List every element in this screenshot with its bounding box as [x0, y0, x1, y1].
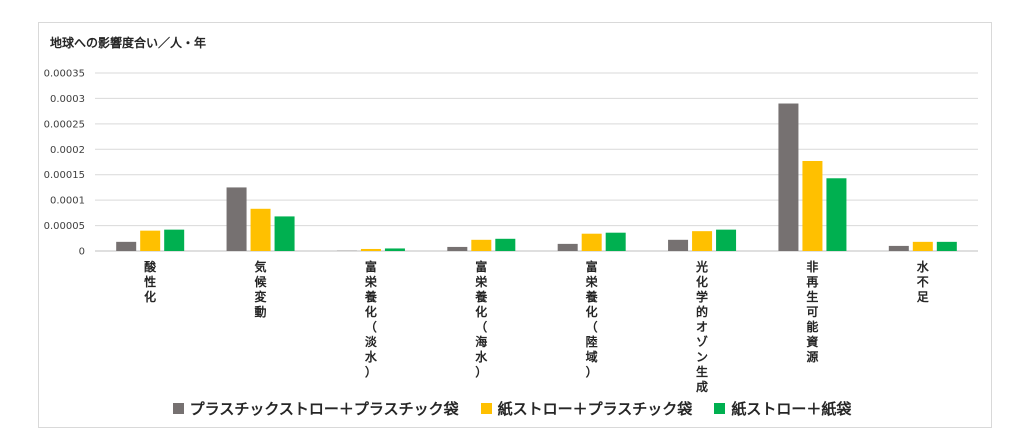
bars: [116, 103, 957, 251]
y-tick-label: 0.0002: [50, 145, 85, 156]
x-tick-label: 水: [365, 349, 378, 364]
x-tick-label: 光: [695, 259, 708, 274]
x-tick-label: 動: [255, 304, 267, 319]
chart-title: 地球への影響度合い／人・年: [50, 36, 207, 50]
y-tick-label: 0.00015: [44, 170, 85, 181]
x-tick-label: 養: [364, 289, 377, 304]
x-tick-label: 酸: [144, 259, 157, 274]
y-tick-label: 0.0003: [50, 94, 85, 105]
x-tick-label: 富: [586, 259, 598, 274]
bar: [936, 241, 957, 251]
legend-label-series-3: 紙ストロー＋紙袋: [731, 400, 852, 418]
y-tick-label: 0.00035: [44, 69, 85, 80]
bar: [826, 178, 847, 251]
y-tick-label: 0: [79, 247, 85, 258]
bar: [164, 229, 185, 251]
x-tick-label: 養: [474, 289, 487, 304]
x-tick-label: 成: [696, 379, 708, 394]
bar: [802, 160, 823, 251]
y-tick-label: 0.0001: [50, 196, 85, 207]
bar: [495, 238, 516, 251]
x-tick-label: ）: [475, 364, 487, 379]
x-tick-label: 的: [696, 304, 708, 319]
x-tick-label: 域: [586, 349, 598, 364]
bar: [888, 245, 909, 251]
bar: [778, 103, 799, 251]
x-tick-label: 可: [806, 305, 818, 319]
x-tick-label: 化: [365, 304, 377, 319]
legend-label-series-1: プラスチックストロー＋プラスチック袋: [189, 400, 459, 418]
x-tick-label: 水: [475, 349, 488, 364]
x-tick-label: 富: [475, 259, 487, 274]
bar: [140, 230, 161, 251]
bar: [360, 248, 381, 251]
y-tick-label: 0.00005: [44, 221, 85, 232]
x-tick-label: 不: [917, 275, 929, 289]
x-tick-label: 気: [255, 259, 267, 274]
x-tick-label: 海: [475, 334, 487, 349]
x-tick-label: 化: [475, 304, 487, 319]
x-tick-label: 水: [917, 259, 930, 274]
x-tick-label: ン: [696, 350, 708, 364]
x-tick-label: 養: [585, 289, 598, 304]
bar: [471, 239, 492, 251]
bar: [692, 231, 713, 251]
x-tick-label: 化: [144, 289, 156, 304]
bar: [605, 232, 626, 251]
x-tick-label: オ: [696, 320, 708, 334]
bar: [384, 248, 405, 251]
x-tick-label: ）: [365, 364, 377, 379]
x-tick-label: （: [475, 319, 487, 334]
bar: [912, 241, 933, 251]
y-axis-ticks: 0 0.00005 0.0001 0.00015 0.0002 0.00025 0.0003…: [44, 69, 85, 258]
legend: プラスチックストロー＋プラスチック袋 紙ストロー＋プラスチック袋 紙ストロー＋紙…: [0, 398, 1024, 419]
bar: [250, 208, 271, 251]
x-tick-label: 資: [806, 334, 818, 349]
x-tick-label: 生: [806, 289, 818, 304]
x-tick-label: 候: [255, 274, 268, 289]
x-tick-label: 栄: [585, 274, 599, 289]
x-tick-label: ゾ: [696, 334, 708, 349]
bar: [274, 216, 295, 251]
x-tick-label: （: [586, 319, 598, 334]
legend-item-series-2: 紙ストロー＋プラスチック袋: [480, 398, 693, 419]
x-tick-label: 再: [806, 275, 818, 289]
x-tick-label: 富: [365, 259, 377, 274]
x-tick-label: 化: [586, 304, 598, 319]
x-tick-label: （: [365, 319, 377, 334]
legend-item-series-3: 紙ストロー＋紙袋: [714, 398, 851, 419]
x-tick-label: 性: [143, 274, 156, 289]
bar: [581, 233, 602, 251]
bar: [447, 246, 468, 251]
x-axis-labels: 酸性化気候変動富栄養化（淡水）富栄養化（海水）富栄養化（陸域）光化学的オゾン生成…: [143, 259, 930, 394]
bar: [557, 243, 578, 251]
y-tick-label: 0.00025: [44, 119, 85, 130]
x-tick-label: 非: [806, 259, 818, 274]
legend-item-series-1: プラスチックストロー＋プラスチック袋: [172, 398, 459, 419]
legend-swatch-series-3: [714, 403, 726, 414]
x-tick-label: 源: [806, 349, 818, 364]
legend-label-series-2: 紙ストロー＋プラスチック袋: [497, 400, 693, 418]
bar: [716, 229, 737, 251]
x-tick-label: 変: [255, 289, 268, 304]
x-tick-label: 陸: [586, 334, 598, 349]
gridlines: [95, 72, 978, 252]
x-tick-label: 生: [696, 364, 708, 379]
x-tick-label: 栄: [364, 274, 378, 289]
x-tick-label: 化: [696, 274, 708, 289]
legend-swatch-series-1: [172, 403, 184, 414]
x-tick-label: 淡: [365, 335, 378, 349]
x-tick-label: 学: [696, 289, 708, 304]
bar: [226, 187, 247, 251]
x-tick-label: 能: [806, 319, 818, 334]
x-tick-label: ）: [586, 364, 598, 379]
x-tick-label: 栄: [474, 274, 488, 289]
bar: [668, 239, 689, 251]
legend-swatch-series-2: [480, 403, 492, 414]
x-tick-label: 足: [917, 290, 929, 304]
bar: [116, 241, 137, 251]
